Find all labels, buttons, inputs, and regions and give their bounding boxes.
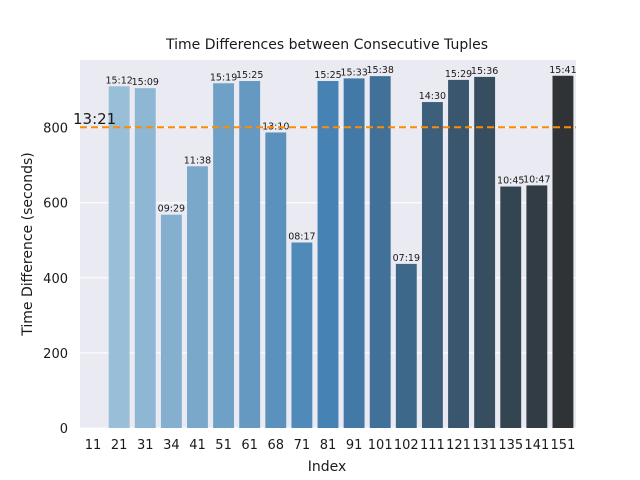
- x-tick-label: 131: [472, 438, 497, 453]
- bar-label-61: 15:25: [236, 70, 263, 81]
- x-tick-label: 61: [241, 438, 258, 453]
- bar-34: [160, 214, 182, 428]
- x-tick-labels: 11 21 31 34 41 51 61 68 71 81 91 101 102 111 121 131 135…: [85, 438, 576, 453]
- y-tick-label: 400: [43, 272, 68, 287]
- bar-68: [265, 132, 287, 429]
- reference-line-label: 13:21: [73, 110, 116, 128]
- bar-101: [369, 76, 391, 428]
- bar-labels: 15:1215:0909:2911:3815:1915:2513:1008:17…: [105, 65, 576, 264]
- y-tick-labels: 0 200 400 600 800: [43, 122, 68, 437]
- x-tick-label: 151: [551, 438, 576, 453]
- x-tick-label: 121: [446, 438, 471, 453]
- chart-title: Time Differences between Consecutive Tup…: [165, 37, 488, 53]
- x-tick-label: 102: [394, 438, 419, 453]
- bar-label-111: 14:30: [419, 91, 446, 102]
- bar-81: [317, 81, 339, 429]
- y-tick-label: 600: [43, 197, 68, 212]
- x-tick-label: 51: [215, 438, 232, 453]
- x-tick-label: 91: [346, 438, 363, 453]
- bar-label-101: 15:38: [367, 65, 394, 76]
- bar-131: [474, 76, 496, 429]
- bar-label-31: 15:09: [132, 77, 159, 88]
- bar-141: [526, 185, 548, 428]
- bar-label-34: 09:29: [158, 204, 185, 215]
- bar-41: [187, 166, 208, 428]
- bar-61: [239, 81, 261, 429]
- bar-label-71: 08:17: [288, 231, 315, 242]
- bars: [108, 75, 574, 429]
- bar-label-41: 11:38: [184, 155, 211, 166]
- bar-111: [421, 102, 443, 429]
- x-tick-label: 81: [320, 438, 337, 453]
- bar-21: [108, 86, 130, 429]
- x-tick-label: 141: [524, 438, 549, 453]
- x-tick-label: 68: [268, 438, 285, 453]
- bar-label-131: 15:36: [471, 66, 498, 77]
- x-tick-label: 101: [368, 438, 393, 453]
- x-tick-label: 31: [137, 438, 154, 453]
- bar-label-51: 15:19: [210, 72, 237, 83]
- x-tick-label: 135: [498, 438, 523, 453]
- x-tick-label: 34: [163, 438, 180, 453]
- bar-31: [134, 88, 156, 428]
- bar-51: [213, 83, 235, 429]
- x-axis-label: Index: [308, 459, 347, 475]
- y-axis-label: Time Difference (seconds): [20, 152, 36, 336]
- x-tick-label: 71: [294, 438, 311, 453]
- bar-label-121: 15:29: [445, 69, 472, 80]
- bar-label-68: 13:10: [262, 121, 289, 132]
- bar-135: [500, 186, 522, 428]
- bar-label-135: 10:45: [497, 176, 524, 187]
- x-tick-label: 21: [111, 438, 128, 453]
- bar-102: [395, 263, 417, 428]
- x-tick-label: 11: [85, 438, 102, 453]
- y-tick-label: 200: [43, 347, 68, 362]
- bar-label-151: 15:41: [549, 65, 576, 76]
- y-tick-label: 0: [60, 422, 68, 437]
- bar-label-141: 10:47: [523, 174, 550, 185]
- bar-label-91: 15:33: [340, 67, 367, 78]
- y-tick-label: 800: [43, 122, 68, 137]
- bar-71: [291, 242, 313, 428]
- bar-label-102: 07:19: [393, 253, 420, 264]
- bar-91: [343, 78, 365, 429]
- reference-line-group: 13:21: [73, 110, 576, 129]
- x-tick-label: 41: [189, 438, 206, 453]
- bar-121: [448, 79, 469, 428]
- bar-label-81: 15:25: [314, 70, 341, 81]
- bar-151: [552, 75, 574, 429]
- x-tick-label: 111: [420, 438, 445, 453]
- bar-label-21: 15:12: [105, 75, 132, 86]
